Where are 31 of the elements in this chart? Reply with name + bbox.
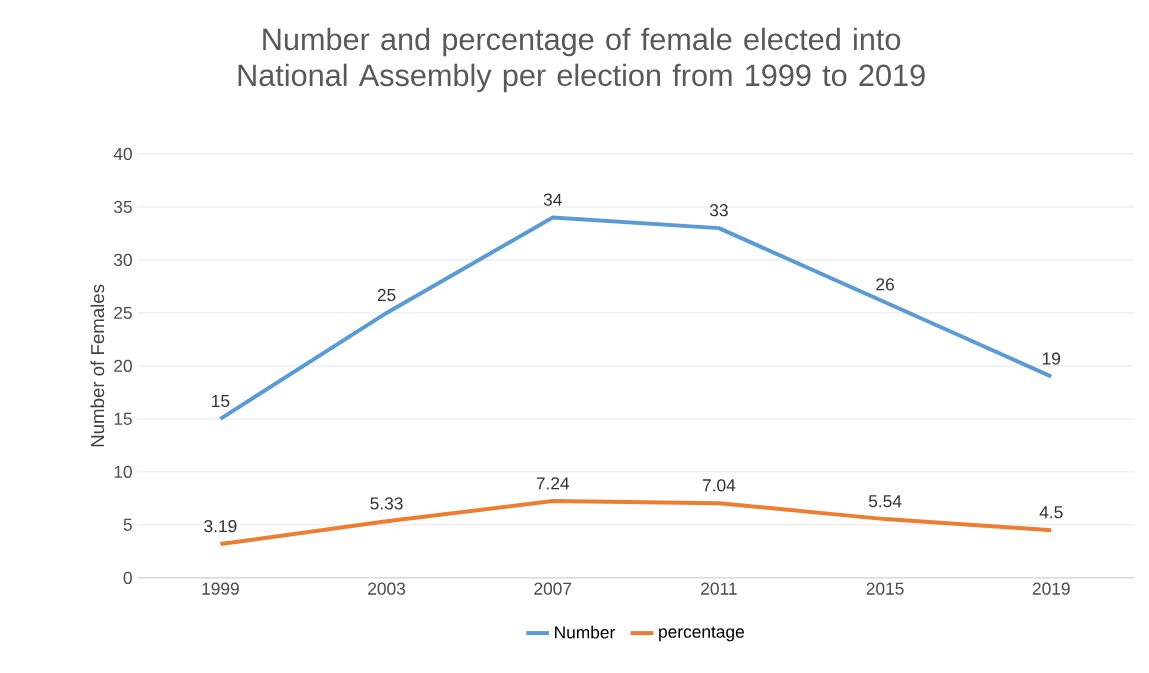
- y-axis-title: Number of Females: [90, 284, 105, 447]
- chart-title: Number and percentage of female elected into National Assembly per election from 1999 to 2019: [238, 27, 925, 93]
- x-tick-label: 2015: [866, 582, 904, 595]
- x-tick-label: 2003: [368, 582, 406, 595]
- x-tick-label: 2019: [1032, 582, 1070, 595]
- data-label: 7.24: [536, 477, 570, 490]
- legend-label: Number: [555, 625, 615, 639]
- x-tick-label: 2007: [534, 582, 572, 595]
- data-label: 19: [1042, 352, 1061, 365]
- data-label: 5.54: [868, 495, 902, 508]
- y-tick-label: 40: [113, 147, 132, 161]
- data-label: 5.33: [370, 497, 403, 510]
- y-tick-label: 15: [114, 412, 132, 425]
- legend-label: percentage: [659, 626, 744, 642]
- data-label: 3.19: [204, 519, 237, 533]
- y-tick-label: 35: [113, 200, 132, 213]
- data-label: 7.04: [702, 479, 736, 492]
- data-label: 26: [876, 278, 894, 291]
- y-tick-label: 0: [123, 571, 132, 584]
- y-tick-label: 25: [114, 306, 132, 319]
- data-label: 34: [543, 193, 562, 206]
- x-tick-label: 2011: [701, 582, 737, 595]
- y-tick-label: 20: [114, 359, 132, 372]
- y-tick-label: 10: [114, 465, 132, 478]
- data-label: 15: [212, 394, 230, 408]
- data-label: 25: [377, 288, 396, 302]
- x-tick-label: 1999: [202, 582, 239, 595]
- data-label: 4.5: [1039, 506, 1063, 519]
- data-label: 33: [709, 204, 728, 217]
- y-tick-label: 30: [113, 253, 132, 266]
- y-tick-label: 5: [123, 518, 132, 531]
